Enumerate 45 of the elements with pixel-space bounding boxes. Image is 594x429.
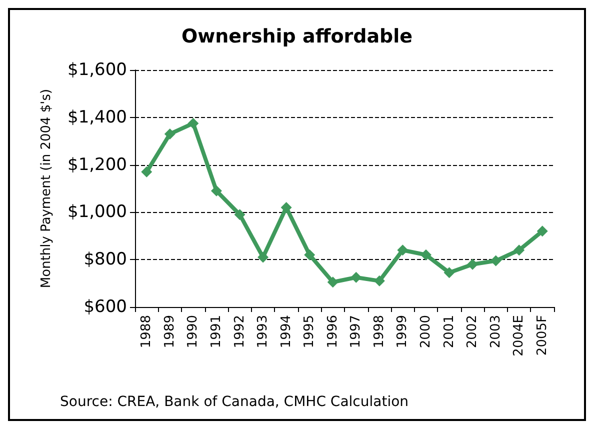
x-tick-label: 1990: [186, 315, 201, 348]
y-axis-title: Monthly Payment (in 2004 $'s): [39, 88, 54, 288]
point: [490, 255, 502, 266]
point: [514, 244, 525, 256]
source-note: Source: CREA, Bank of Canada, CMHC Calculation: [60, 394, 409, 410]
y-tick-label: $1,200: [68, 154, 127, 175]
y-tick-label: $1,600: [68, 60, 127, 80]
chart-title: Ownership affordable: [181, 26, 413, 48]
x-tick-label: 1993: [256, 315, 271, 348]
x-tick-label: 1994: [278, 315, 294, 348]
x-tick-label: 1995: [302, 315, 318, 348]
y-tick-label: $600: [84, 297, 127, 317]
point: [467, 258, 478, 270]
x-tick-label: 1999: [395, 315, 410, 348]
point: [374, 275, 385, 286]
point: [188, 118, 199, 129]
x-tick-label: 1998: [372, 315, 387, 348]
x-tick-label: 1989: [162, 315, 178, 348]
point: [141, 166, 152, 178]
x-tick-label: 1997: [348, 315, 364, 348]
point: [397, 244, 408, 256]
x-tick-label: 2001: [442, 315, 457, 348]
point: [210, 185, 222, 196]
y-tick-label: $1,400: [68, 107, 127, 128]
point: [280, 202, 292, 213]
x-tick-label: 2002: [465, 315, 480, 348]
y-tick-label: $1,000: [68, 202, 127, 222]
x-tick-label: 1988: [139, 315, 154, 348]
x-tick-label: 1991: [208, 315, 224, 348]
point: [444, 267, 455, 278]
y-tick-label: $800: [84, 250, 127, 270]
x-tick-label: 2005F: [534, 315, 550, 356]
point: [536, 226, 548, 237]
x-tick-label: 1992: [232, 315, 248, 348]
point: [420, 249, 432, 260]
x-tick-label: 2004E: [512, 315, 527, 356]
point: [304, 249, 316, 260]
x-tick-label: 1996: [325, 315, 340, 348]
point: [350, 272, 362, 283]
point: [164, 128, 176, 140]
x-tick-label: 2000: [418, 315, 434, 348]
point: [327, 276, 338, 288]
point: [258, 252, 269, 263]
point: [234, 209, 246, 220]
x-tick-label: 2003: [488, 315, 504, 348]
